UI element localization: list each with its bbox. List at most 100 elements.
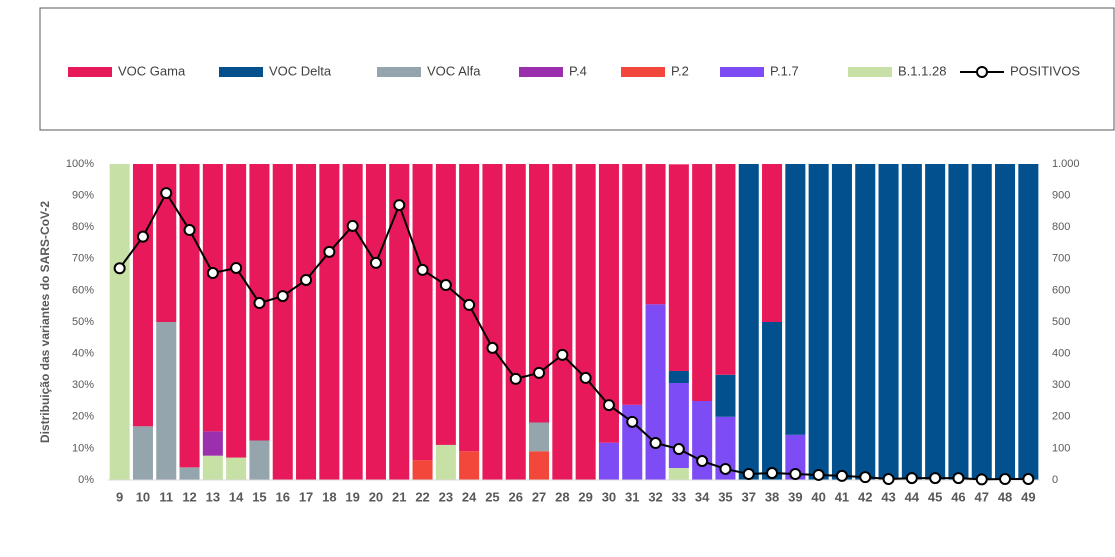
x-tick-label: 10 (136, 489, 150, 504)
bar-segment (668, 164, 689, 371)
legend-label: VOC Alfa (427, 63, 481, 78)
legend-marker (976, 66, 988, 78)
legend-label: P.1.7 (770, 63, 799, 78)
bar-segment (692, 164, 713, 401)
line-marker (509, 372, 522, 385)
x-tick-label: 26 (509, 489, 523, 504)
bar-segment (785, 164, 806, 435)
bar-segment (179, 164, 200, 468)
bar-segment (901, 164, 922, 480)
bar-segment (529, 164, 550, 423)
legend-label: P.4 (569, 63, 587, 78)
y-tick-label: 30% (72, 379, 94, 391)
x-tick-label: 37 (742, 489, 756, 504)
line-marker (672, 443, 685, 456)
line-marker (393, 199, 406, 212)
bar-segment (132, 426, 153, 480)
line-marker (300, 273, 313, 286)
y2-tick-label: 900 (1052, 190, 1070, 202)
y2-tick-label: 100 (1052, 442, 1070, 454)
line-marker (533, 366, 546, 379)
bar-segment (715, 416, 736, 480)
x-tick-label: 25 (485, 489, 499, 504)
x-tick-label: 22 (415, 489, 429, 504)
bar-segment (505, 164, 526, 480)
line-marker (346, 219, 359, 232)
bar-segment (808, 164, 829, 480)
bar-segment (202, 164, 223, 432)
legend-swatch (621, 67, 665, 77)
bar-segment (459, 451, 480, 480)
x-tick-label: 21 (392, 489, 406, 504)
line-marker (999, 473, 1012, 486)
bar-segment (692, 401, 713, 480)
x-tick-label: 48 (998, 489, 1012, 504)
y2-tick-label: 700 (1052, 253, 1070, 265)
y-tick-label: 20% (72, 411, 94, 423)
bar-segment (622, 164, 643, 405)
line-marker (789, 467, 802, 480)
bar-segment (412, 164, 433, 461)
bar-segment (389, 164, 410, 480)
line-marker (439, 279, 452, 292)
y2-tick-label: 400 (1052, 348, 1070, 360)
line-marker (742, 467, 755, 480)
x-tick-label: 13 (206, 489, 220, 504)
bar-segment (529, 422, 550, 452)
line-marker (556, 348, 569, 361)
line-marker (696, 455, 709, 468)
x-tick-label: 28 (555, 489, 569, 504)
x-tick-label: 34 (695, 489, 710, 504)
line-marker (136, 230, 149, 243)
line (118, 191, 1029, 481)
line-marker (579, 371, 592, 384)
line-marker (230, 261, 243, 274)
bar-segment (855, 164, 876, 480)
x-tick-label: 40 (811, 489, 825, 504)
y-tick-label: 90% (72, 190, 94, 202)
legend-box (39, 7, 1115, 131)
bar-segment (342, 164, 363, 480)
line-marker (766, 467, 779, 480)
y-tick-label: 70% (72, 253, 94, 265)
x-tick-label: 14 (229, 489, 244, 504)
bar-segment (156, 322, 177, 480)
x-tick-label: 47 (975, 489, 989, 504)
line-marker (323, 245, 336, 258)
bar-segment (435, 164, 456, 445)
x-tick-label: 44 (905, 489, 920, 504)
bar-segment (202, 455, 223, 480)
x-tick-label: 49 (1021, 489, 1035, 504)
legend-label: VOC Gama (118, 63, 186, 78)
x-tick-label: 42 (858, 489, 872, 504)
bar-segment (272, 164, 293, 480)
bar-segment (785, 434, 806, 480)
line-marker (602, 399, 615, 412)
bar-segment (668, 382, 689, 468)
legend-label: P.2 (671, 63, 689, 78)
y2-tick-label: 200 (1052, 411, 1070, 423)
bar-segment (1018, 164, 1039, 480)
y2-tick-label: 800 (1052, 221, 1070, 233)
bar-segment (552, 164, 573, 480)
bar-segment (202, 431, 223, 456)
x-tick-label: 16 (276, 489, 290, 504)
bar-segment (226, 164, 247, 458)
y-tick-label: 80% (72, 221, 94, 233)
y-tick-label: 100% (66, 158, 94, 170)
y2-tick-label: 1.000 (1052, 158, 1080, 170)
bar-segment (365, 164, 386, 480)
bar-segment (482, 164, 503, 480)
bar-segment (412, 460, 433, 480)
x-tick-label: 11 (159, 489, 173, 504)
bar-segment (435, 444, 456, 480)
bar-segment (296, 164, 317, 480)
line-marker (113, 262, 126, 275)
x-tick-label: 24 (462, 489, 477, 504)
line-marker (719, 462, 732, 475)
line-marker (160, 187, 173, 200)
line-marker (416, 263, 429, 276)
x-tick-label: 39 (788, 489, 802, 504)
x-tick-label: 27 (532, 489, 546, 504)
bar-segment (668, 467, 689, 480)
